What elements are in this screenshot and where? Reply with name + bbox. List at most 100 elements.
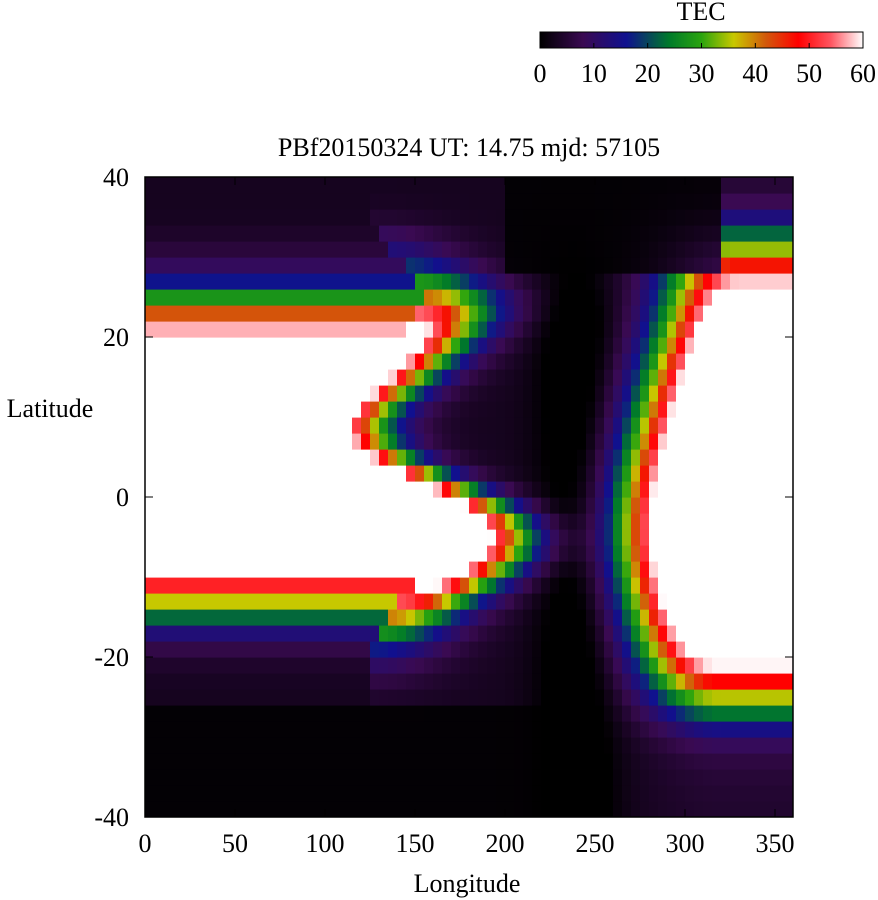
heatmap-cell [667,417,677,434]
heatmap-cell [442,497,452,514]
heatmap-cell [712,737,722,754]
heatmap-cell [298,545,308,562]
heatmap-cell [496,177,506,194]
heatmap-cell [235,257,245,274]
heatmap-cell [406,705,416,722]
heatmap-cell [577,177,587,194]
heatmap-cell [712,321,722,338]
heatmap-cell [271,545,281,562]
heatmap-cell [190,513,200,530]
heatmap-cell [766,225,776,242]
heatmap-cell [622,273,632,290]
heatmap-cell [604,785,614,802]
heatmap-cell [712,481,722,498]
heatmap-cell [460,465,470,482]
heatmap-cell [469,737,479,754]
heatmap-cell [622,785,632,802]
heatmap-cell [685,593,695,610]
heatmap-cell [397,769,407,786]
heatmap-cell [226,337,236,354]
heatmap-cell [163,209,173,226]
heatmap-cell [316,273,326,290]
heatmap-cell [289,561,299,578]
heatmap-cell [307,209,317,226]
heatmap-cell [496,401,506,418]
heatmap-cell [433,241,443,258]
heatmap-cell [469,577,479,594]
heatmap-cell [604,625,614,642]
heatmap-cell [163,769,173,786]
heatmap-cell [370,529,380,546]
heatmap-cell [271,337,281,354]
heatmap-cell [766,673,776,690]
heatmap-cell [271,369,281,386]
heatmap-cell [442,193,452,210]
heatmap-cell [226,353,236,370]
heatmap-cell [577,801,587,817]
heatmap-cell [694,337,704,354]
heatmap-cell [514,529,524,546]
heatmap-cell [604,433,614,450]
heatmap-cell [433,273,443,290]
heatmap-cell [613,465,623,482]
heatmap-cell [190,273,200,290]
heatmap-cell [235,417,245,434]
heatmap-cell [271,705,281,722]
heatmap-cell [595,561,605,578]
heatmap-cell [748,353,758,370]
heatmap-cell [496,785,506,802]
heatmap-cell [325,225,335,242]
heatmap-cell [757,305,767,322]
heatmap-cell [712,769,722,786]
heatmap-cell [424,257,434,274]
heatmap-cell [568,577,578,594]
heatmap-cell [784,241,793,258]
heatmap-cell [739,513,749,530]
heatmap-cell [676,449,686,466]
heatmap-cell [199,737,209,754]
heatmap-cell [748,369,758,386]
heatmap-cell [352,385,362,402]
heatmap-cell [658,369,668,386]
heatmap-cell [532,225,542,242]
heatmap-cell [604,273,614,290]
heatmap-cell [730,241,740,258]
heatmap-cell [658,273,668,290]
heatmap-cell [712,241,722,258]
heatmap-cell [577,705,587,722]
heatmap-cell [532,801,542,817]
heatmap-cell [685,545,695,562]
heatmap-cell [712,593,722,610]
heatmap-cell [703,465,713,482]
heatmap-cell [775,257,785,274]
heatmap-cell [334,417,344,434]
heatmap-cell [460,209,470,226]
heatmap-cell [676,673,686,690]
heatmap-cell [712,689,722,706]
heatmap-cell [667,625,677,642]
heatmap-cell [424,225,434,242]
heatmap-cell [604,257,614,274]
heatmap-cell [289,433,299,450]
heatmap-cell [640,369,650,386]
heatmap-cell [757,481,767,498]
heatmap-cell [208,769,218,786]
heatmap-cell [289,353,299,370]
heatmap-cell [226,465,236,482]
heatmap-cell [217,433,227,450]
heatmap-cell [244,657,254,674]
heatmap-cell [748,225,758,242]
heatmap-cell [235,289,245,306]
heatmap-cell [298,273,308,290]
heatmap-cell [658,337,668,354]
heatmap-cell [721,353,731,370]
heatmap-cell [487,673,497,690]
heatmap-cell [154,321,164,338]
heatmap-cell [505,577,515,594]
heatmap-cell [280,625,290,642]
heatmap-cell [379,721,389,738]
heatmap-cell [694,577,704,594]
heatmap-cell [397,673,407,690]
heatmap-cell [253,577,263,594]
heatmap-cell [523,625,533,642]
